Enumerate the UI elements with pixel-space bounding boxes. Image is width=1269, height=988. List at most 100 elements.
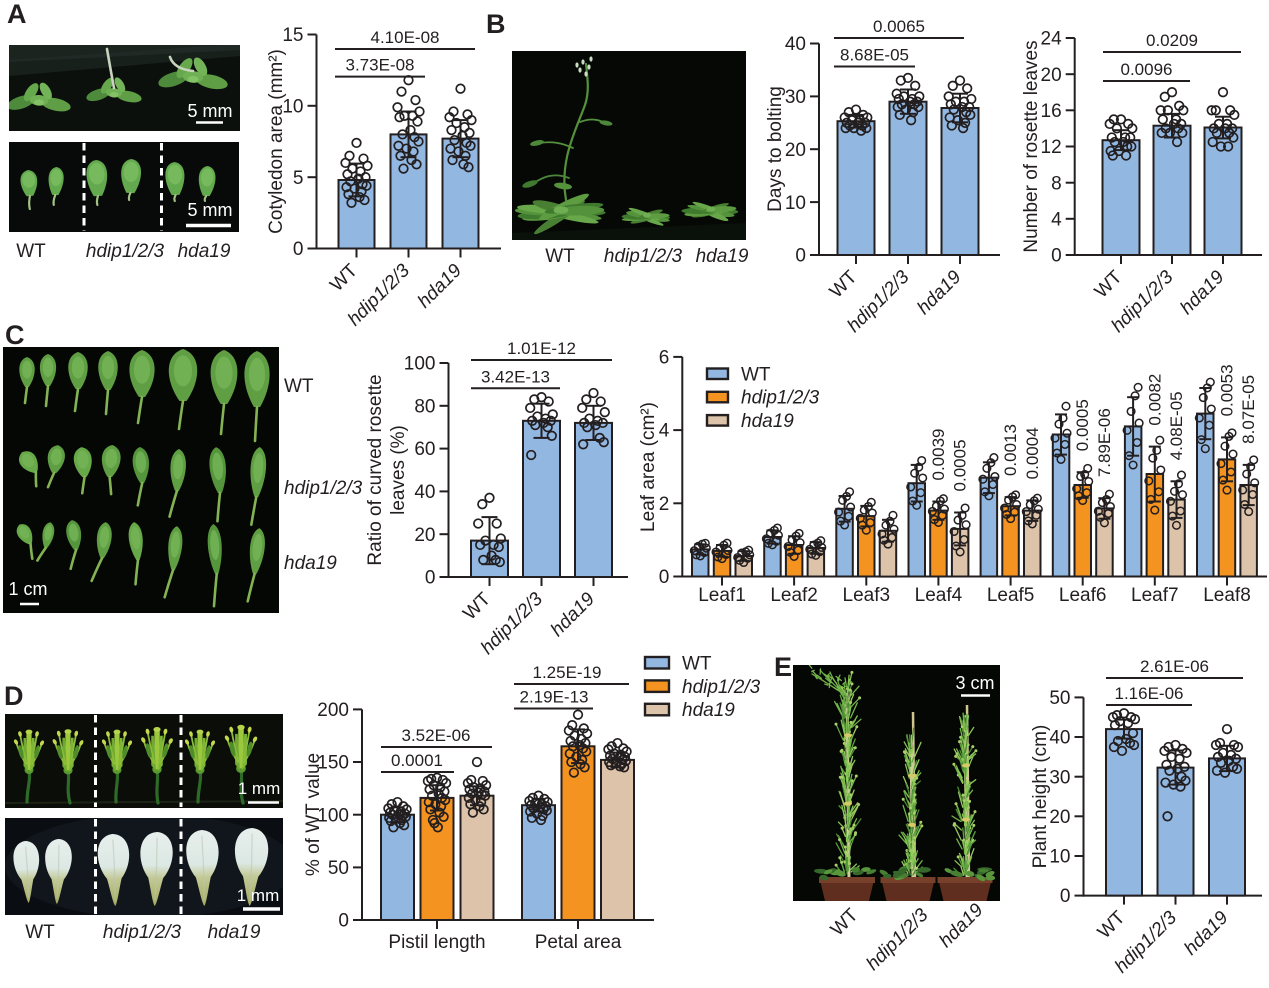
svg-text:Leaf7: Leaf7 [1131, 585, 1179, 606]
svg-text:hda19: hda19 [935, 899, 988, 952]
svg-text:hda19: hda19 [696, 246, 749, 267]
svg-text:5 mm: 5 mm [188, 200, 233, 220]
svg-text:10: 10 [785, 193, 806, 214]
svg-text:B: B [486, 9, 506, 39]
svg-text:0.0082: 0.0082 [1145, 374, 1164, 426]
svg-text:15: 15 [282, 25, 303, 46]
svg-text:10: 10 [1049, 847, 1070, 868]
svg-text:40: 40 [414, 482, 435, 503]
svg-text:3.73E-08: 3.73E-08 [346, 56, 415, 75]
svg-text:Leaf5: Leaf5 [987, 585, 1035, 606]
svg-text:WT: WT [827, 904, 863, 940]
svg-text:16: 16 [1041, 101, 1062, 122]
svg-text:0.0096: 0.0096 [1121, 60, 1173, 79]
svg-text:hda19: hda19 [741, 411, 794, 432]
svg-text:6: 6 [659, 348, 670, 369]
svg-text:20: 20 [414, 525, 435, 546]
svg-text:20: 20 [1049, 807, 1070, 828]
svg-text:WT: WT [682, 653, 712, 674]
svg-text:0.0209: 0.0209 [1146, 31, 1198, 50]
svg-text:0: 0 [293, 239, 304, 260]
svg-text:0: 0 [425, 568, 436, 589]
svg-text:4: 4 [1051, 210, 1062, 231]
svg-text:0.0005: 0.0005 [951, 439, 970, 491]
svg-text:0.0053: 0.0053 [1217, 364, 1236, 416]
svg-text:0: 0 [659, 567, 670, 588]
svg-text:200: 200 [317, 700, 349, 721]
svg-text:20: 20 [785, 140, 806, 161]
svg-text:WT: WT [826, 266, 862, 302]
svg-text:3.52E-06: 3.52E-06 [402, 726, 471, 745]
svg-text:Leaf3: Leaf3 [843, 585, 891, 606]
svg-text:100: 100 [317, 805, 349, 826]
svg-text:hda19: hda19 [284, 553, 337, 574]
svg-text:WT: WT [1091, 266, 1127, 302]
svg-text:WT: WT [459, 588, 495, 624]
svg-text:5: 5 [293, 168, 304, 189]
svg-text:0.0005: 0.0005 [1073, 399, 1092, 451]
svg-text:1.16E-06: 1.16E-06 [1115, 684, 1184, 703]
svg-text:leaves (%): leaves (%) [388, 425, 409, 515]
svg-text:0.0065: 0.0065 [873, 17, 925, 36]
svg-text:30: 30 [785, 87, 806, 108]
svg-text:C: C [5, 320, 25, 350]
svg-text:12: 12 [1041, 137, 1062, 158]
svg-text:4.10E-08: 4.10E-08 [371, 28, 440, 47]
svg-text:10: 10 [282, 97, 303, 118]
svg-text:hda19: hda19 [1180, 907, 1233, 960]
svg-text:3 cm: 3 cm [955, 673, 994, 693]
svg-text:24: 24 [1041, 29, 1063, 50]
svg-text:60: 60 [414, 439, 435, 460]
svg-text:8.07E-05: 8.07E-05 [1239, 375, 1258, 444]
svg-text:Days to bolting: Days to bolting [765, 86, 786, 212]
svg-text:WT: WT [545, 246, 575, 267]
svg-text:Leaf4: Leaf4 [915, 585, 963, 606]
svg-text:4: 4 [659, 421, 670, 442]
svg-text:E: E [774, 652, 792, 682]
svg-text:50: 50 [328, 858, 349, 879]
svg-text:WT: WT [326, 260, 362, 296]
svg-text:WT: WT [25, 922, 55, 943]
svg-text:hdip1/2/3: hdip1/2/3 [682, 677, 761, 698]
svg-text:hdip1/2/3: hdip1/2/3 [103, 922, 182, 943]
svg-text:hda19: hda19 [414, 260, 467, 313]
svg-text:80: 80 [414, 396, 435, 417]
svg-text:0.0013: 0.0013 [1001, 424, 1020, 476]
svg-text:1 mm: 1 mm [237, 886, 280, 905]
svg-text:A: A [7, 0, 27, 29]
svg-text:D: D [4, 681, 24, 711]
svg-text:Leaf area (cm²): Leaf area (cm²) [638, 402, 659, 532]
svg-text:1.25E-19: 1.25E-19 [533, 663, 602, 682]
svg-text:1.01E-12: 1.01E-12 [507, 339, 576, 358]
svg-text:Ratio of curved rosette: Ratio of curved rosette [365, 374, 386, 565]
svg-text:2.19E-13: 2.19E-13 [520, 688, 589, 707]
svg-text:hda19: hda19 [913, 266, 966, 319]
svg-text:150: 150 [317, 753, 349, 774]
svg-text:0.0039: 0.0039 [929, 428, 948, 480]
svg-text:0.0001: 0.0001 [391, 751, 443, 770]
svg-text:2.61E-06: 2.61E-06 [1140, 657, 1209, 676]
svg-text:0.0004: 0.0004 [1023, 427, 1042, 479]
svg-text:Number of rosette leaves: Number of rosette leaves [1021, 40, 1042, 252]
svg-text:Leaf2: Leaf2 [770, 585, 818, 606]
svg-text:1 cm: 1 cm [8, 579, 47, 599]
svg-text:WT: WT [284, 376, 314, 397]
svg-text:7.89E-06: 7.89E-06 [1095, 408, 1114, 477]
svg-text:Plant height (cm): Plant height (cm) [1030, 725, 1051, 869]
svg-text:hda19: hda19 [178, 241, 231, 262]
svg-text:1 mm: 1 mm [238, 779, 281, 798]
svg-text:hda19: hda19 [1176, 266, 1229, 319]
svg-text:Cotyledon area (mm²): Cotyledon area (mm²) [266, 49, 287, 234]
svg-text:WT: WT [1094, 907, 1130, 943]
svg-text:0: 0 [1060, 886, 1071, 907]
svg-text:5 mm: 5 mm [188, 101, 233, 121]
svg-text:hda19: hda19 [682, 700, 735, 721]
svg-text:40: 40 [785, 34, 806, 55]
svg-text:Pistil length: Pistil length [388, 932, 485, 953]
svg-text:Leaf1: Leaf1 [698, 585, 746, 606]
svg-text:% of WT value: % of WT value [303, 753, 324, 876]
svg-text:20: 20 [1041, 65, 1062, 86]
svg-text:Petal area: Petal area [535, 932, 622, 953]
svg-text:hda19: hda19 [208, 922, 261, 943]
svg-text:WT: WT [741, 364, 771, 385]
